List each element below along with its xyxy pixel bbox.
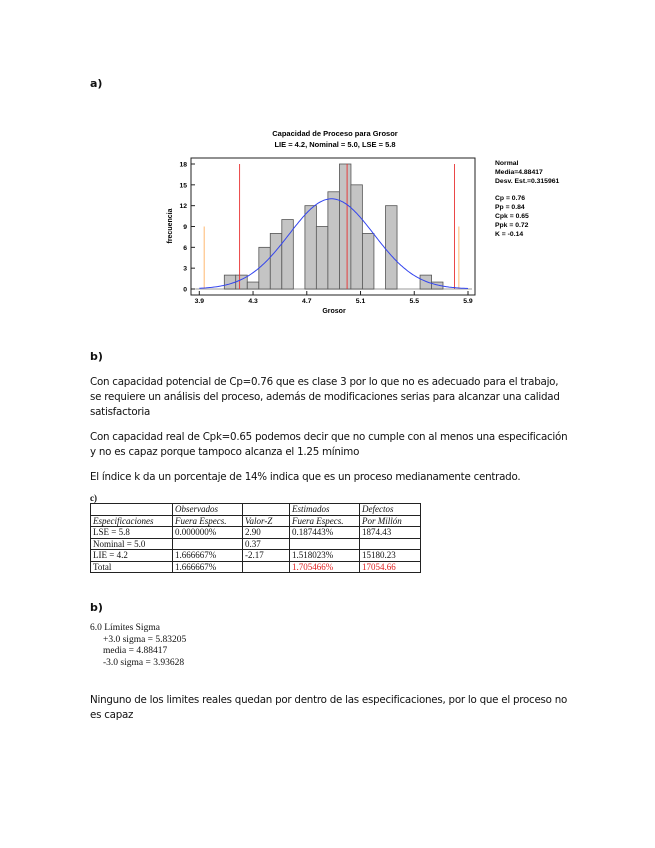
histogram-bar — [350, 184, 363, 290]
table-cell-highlight: 17054.66 — [359, 560, 421, 573]
table-cell: Nominal = 5.0 — [90, 537, 173, 550]
header-cell: Especificaciones — [90, 514, 173, 527]
y-tick-label: 12 — [179, 203, 187, 210]
y-tick-label: 15 — [179, 182, 187, 189]
y-tick-label: 9 — [183, 224, 187, 231]
histogram-bar — [246, 281, 260, 290]
table-cell: 1874.43 — [359, 526, 421, 539]
table-cell: -2.17 — [242, 549, 290, 562]
stat-line: Ppk = 0.72 — [495, 222, 529, 229]
table-cell-highlight: 1.705466% — [289, 560, 360, 573]
table-cell: Total — [90, 560, 173, 573]
header-cell: Fuera Especs. — [172, 514, 243, 527]
x-tick-label: 5.5 — [410, 298, 420, 305]
stat-line: K = -0.14 — [495, 231, 523, 238]
process-capability-histogram: Capacidad de Proceso para Grosor LIE = 4… — [167, 129, 560, 315]
table-cell: 2.90 — [242, 526, 290, 539]
table-row: LIE = 4.2 1.666667% -2.17 1.518023% 1518… — [90, 549, 421, 562]
histogram-bar — [339, 163, 352, 290]
histogram-bar — [269, 233, 283, 290]
y-tick-label: 0 — [183, 287, 187, 294]
table-cell — [359, 537, 421, 550]
header-cell — [242, 503, 290, 516]
x-tick-label: 4.3 — [248, 298, 258, 305]
table-header-row: Observados Estimados Defectos — [90, 503, 421, 516]
paragraph-cpk: Con capacidad real de Cpk=0.65 podemos d… — [90, 431, 568, 458]
header-cell — [90, 503, 173, 516]
header-cell: Fuera Especs. — [289, 514, 360, 527]
header-cell: Observados — [172, 503, 243, 516]
stat-line: Pp = 0.84 — [495, 204, 525, 211]
table-cell: LSE = 5.8 — [90, 526, 173, 539]
y-tick-label: 6 — [183, 245, 187, 252]
table-header-row: Especificaciones Fuera Especs. Valor-Z F… — [90, 514, 421, 527]
histogram-bar — [304, 205, 317, 290]
x-tick-label: 5.9 — [463, 298, 473, 305]
table-row-total: Total 1.666667% 1.705466% 17054.66 — [90, 560, 421, 573]
table-cell — [172, 537, 243, 550]
table-cell: 0.37 — [242, 537, 290, 550]
stat-line: Cpk = 0.65 — [495, 213, 529, 220]
section-b-label: b) — [90, 350, 103, 363]
table-cell: 1.666667% — [172, 560, 243, 573]
legend-line: Normal — [495, 160, 519, 167]
sigma-title: 6.0 Límites Sigma — [90, 623, 160, 633]
chart-title: Capacidad de Proceso para Grosor — [272, 129, 398, 138]
x-tick-label: 4.7 — [302, 298, 312, 305]
histogram-bar — [281, 219, 294, 290]
sigma-line: -3.0 sigma = 3.93628 — [103, 657, 185, 668]
specifications-table: Observados Estimados Defectos Especifica… — [90, 503, 421, 573]
x-tick-label: 5.1 — [356, 298, 366, 305]
table-cell: 0.187443% — [289, 526, 360, 539]
histogram-bar — [315, 226, 329, 290]
legend-line: Media=4.88417 — [495, 169, 543, 176]
y-axis-label: frecuencia — [167, 208, 174, 243]
y-tick-label: 3 — [183, 266, 187, 273]
x-tick-label: 3.9 — [195, 298, 205, 305]
y-tick-label: 18 — [179, 162, 187, 169]
table-row: LSE = 5.8 0.000000% 2.90 0.187443% 1874.… — [90, 526, 421, 539]
header-cell: Valor-Z — [242, 514, 290, 527]
section-b2-label: b) — [90, 601, 103, 614]
x-axis-label: Grosor — [322, 308, 346, 315]
legend-line: Desv. Est.=0.315961 — [495, 178, 560, 185]
header-cell: Por Millón — [359, 514, 421, 527]
histogram-bar — [419, 274, 432, 290]
paragraph-cp: Con capacidad potencial de Cp=0.76 que e… — [90, 376, 560, 418]
sigma-line: +3.0 sigma = 5.83205 — [103, 634, 187, 645]
histogram-bar — [362, 233, 375, 290]
header-cell: Defectos — [359, 503, 421, 516]
chart-subtitle: LIE = 4.2, Nominal = 5.0, LSE = 5.8 — [274, 140, 395, 149]
section-a-label: a) — [90, 77, 103, 90]
table-cell: 15180.23 — [359, 549, 421, 562]
sigma-line: media = 4.88417 — [103, 646, 168, 656]
histogram-bar — [431, 281, 444, 290]
section-c-label: c) — [90, 493, 97, 503]
table-cell: LIE = 4.2 — [90, 549, 173, 562]
table-cell: 1.518023% — [289, 549, 360, 562]
histogram-bar — [258, 246, 271, 290]
table-cell — [289, 537, 360, 550]
sigma-limits: 6.0 Límites Sigma +3.0 sigma = 5.83205 m… — [90, 623, 186, 669]
table-row: Nominal = 5.0 0.37 — [90, 537, 421, 550]
table-cell: 1.666667% — [172, 549, 243, 562]
table-cell — [242, 560, 290, 573]
paragraph-conclusion: Ninguno de los limites reales quedan por… — [90, 694, 568, 721]
normal-fit-curve — [199, 198, 469, 289]
header-cell: Estimados — [289, 503, 360, 516]
histogram-bar — [327, 191, 340, 290]
histogram-bar — [385, 205, 398, 290]
paragraph-k: El índice k da un porcentaje de 14% indi… — [90, 471, 521, 483]
stat-line: Cp = 0.76 — [495, 195, 525, 202]
table-cell: 0.000000% — [172, 526, 243, 539]
